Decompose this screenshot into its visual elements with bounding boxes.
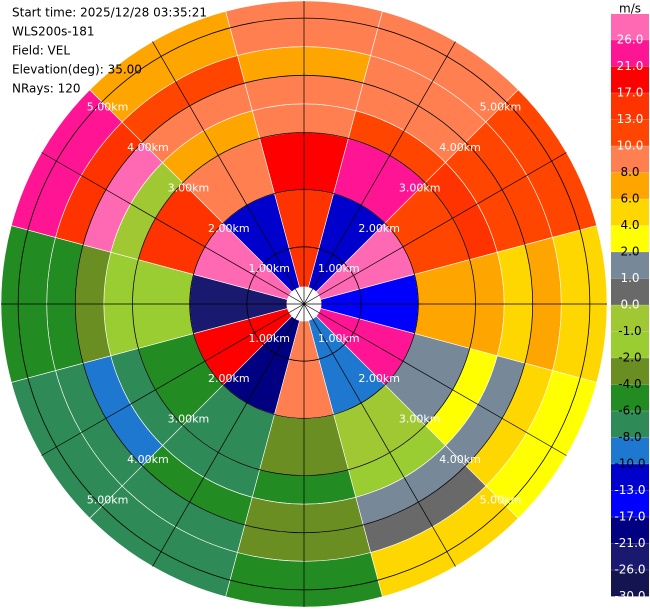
colorbar-tick-label: -8.0 xyxy=(618,430,641,444)
ring-label: 2.00km xyxy=(208,372,250,385)
colorbar-tick-label: -2.0 xyxy=(618,351,641,365)
colorbar-tick-label: 6.0 xyxy=(620,192,639,206)
colorbar-tick-label: 13.0 xyxy=(617,112,644,126)
ring-label: 5.00km xyxy=(480,101,522,114)
colorbar-block xyxy=(611,252,649,279)
colorbar-block xyxy=(611,119,649,146)
range-gate-cell xyxy=(89,10,238,123)
colorbar-block xyxy=(611,543,649,570)
header: Start time: 2025/12/28 03:35:21 WLS200s-1… xyxy=(12,6,207,96)
colorbar-tick-label: 21.0 xyxy=(617,59,644,73)
colorbar-block xyxy=(611,40,649,67)
range-ring xyxy=(17,17,591,591)
ring-label: 2.00km xyxy=(358,222,400,235)
ring-label: 1.00km xyxy=(248,332,290,345)
colorbar-block xyxy=(611,331,649,358)
colorbar-block xyxy=(611,305,649,332)
colorbar-block xyxy=(611,14,649,40)
colorbar-tick-label: 10.0 xyxy=(617,139,644,153)
colorbar-tick-label: -4.0 xyxy=(618,377,641,391)
azimuth-line xyxy=(152,303,305,567)
range-ring xyxy=(74,74,534,534)
ppi-sectors xyxy=(0,0,608,608)
ring-label: 3.00km xyxy=(168,181,210,194)
range-ring xyxy=(132,132,476,476)
range-ring xyxy=(189,189,419,419)
ppi-overlay: 1.00km 1.00km 1.00km 1.00km 2.00km 2.00km 2.00… xyxy=(1,1,607,607)
colorbar-block xyxy=(611,490,649,517)
colorbar-tick-label: -13.0 xyxy=(614,483,645,497)
ring-label: 1.00km xyxy=(318,262,360,275)
colorbar-block xyxy=(611,146,649,173)
colorbar-block xyxy=(611,384,649,411)
header-line: NRays: 120 xyxy=(12,82,81,96)
azimuth-line xyxy=(41,303,305,456)
azimuth-line xyxy=(303,303,456,567)
header-line: WLS200s-181 xyxy=(12,25,95,39)
colorbar-tick-label: 2.0 xyxy=(620,245,639,259)
colorbar-block xyxy=(611,278,649,305)
colorbar-title: m/s xyxy=(619,2,641,16)
colorbar-block xyxy=(611,437,649,464)
colorbar-tick-label: 4.0 xyxy=(620,218,639,232)
ring-label: 2.00km xyxy=(208,222,250,235)
ring-label: 3.00km xyxy=(399,181,441,194)
ring-label: 3.00km xyxy=(399,413,441,426)
colorbar-block xyxy=(611,464,649,491)
colorbar-block xyxy=(611,172,649,199)
ring-label: 1.00km xyxy=(248,262,290,275)
ring-label: 5.00km xyxy=(87,493,129,506)
colorbar-block xyxy=(611,358,649,385)
azimuth-line xyxy=(41,152,305,305)
colorbar-tick-label: 26.0 xyxy=(617,33,644,47)
ring-label: 4.00km xyxy=(127,453,169,466)
colorbar-tick-label: -21.0 xyxy=(614,536,645,550)
ring-label: 1.00km xyxy=(318,332,360,345)
colorbar-tick-label: 17.0 xyxy=(617,86,644,100)
header-line: Elevation(deg): 35.00 xyxy=(12,63,142,77)
ring-label: 3.00km xyxy=(168,413,210,426)
ring-label: 5.00km xyxy=(480,493,522,506)
range-ring xyxy=(246,246,362,362)
colorbar-tick-label: -26.0 xyxy=(614,563,645,577)
ring-label: 4.00km xyxy=(127,141,169,154)
ring-label: 5.00km xyxy=(87,101,129,114)
azimuth-line xyxy=(303,41,456,305)
colorbar-tick-label: -6.0 xyxy=(618,404,641,418)
ring-label: 2.00km xyxy=(358,372,400,385)
colorbar-tick-label: 0.0 xyxy=(620,298,639,312)
header-line: Field: VEL xyxy=(12,44,70,58)
azimuth-line xyxy=(303,152,567,305)
ring-label: 4.00km xyxy=(439,453,481,466)
colorbar-block xyxy=(611,66,649,93)
colorbar-tick-label: -17.0 xyxy=(614,510,645,524)
colorbar-block xyxy=(611,517,649,544)
colorbar-tick-label: -1.0 xyxy=(618,324,641,338)
colorbar-block xyxy=(611,225,649,252)
ring-label: 4.00km xyxy=(439,141,481,154)
colorbar-block xyxy=(611,570,649,597)
colorbar-block xyxy=(611,199,649,226)
colorbar-block xyxy=(611,411,649,438)
colorbar-tick-label: 8.0 xyxy=(620,165,639,179)
azimuth-line xyxy=(152,41,305,305)
colorbar-tick-label: -10.0 xyxy=(614,457,645,471)
colorbar: m/s 26.0 21.0 17.0 13.0 10.0 8.0 6.0 4.0 2.0 1.0 0.… xyxy=(611,2,649,603)
header-line: Start time: 2025/12/28 03:35:21 xyxy=(12,6,207,20)
colorbar-tick-label: 1.0 xyxy=(620,271,639,285)
colorbar-tick-label: -30.0 xyxy=(614,589,645,603)
azimuth-line xyxy=(303,303,567,456)
colorbar-block xyxy=(611,93,649,120)
